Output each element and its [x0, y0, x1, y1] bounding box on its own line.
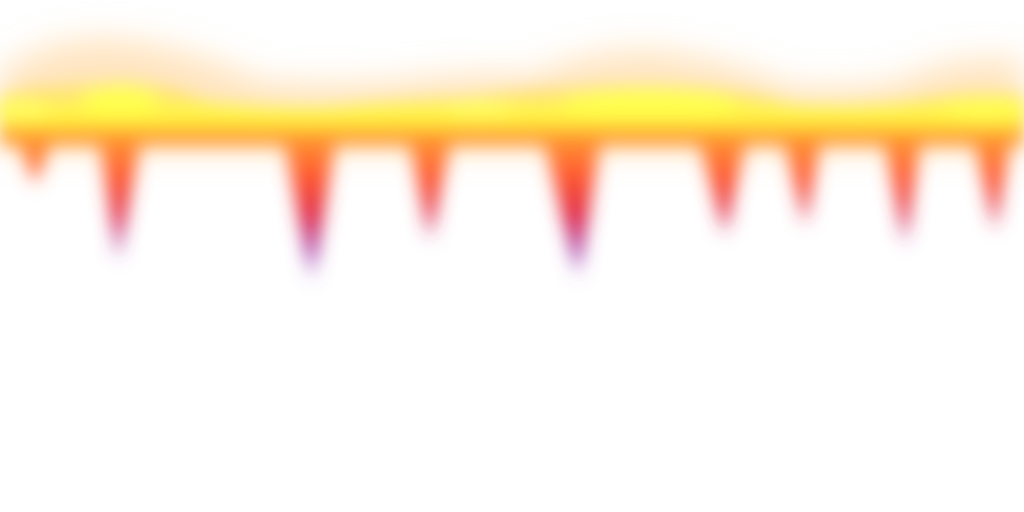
flame — [0, 80, 1024, 285]
